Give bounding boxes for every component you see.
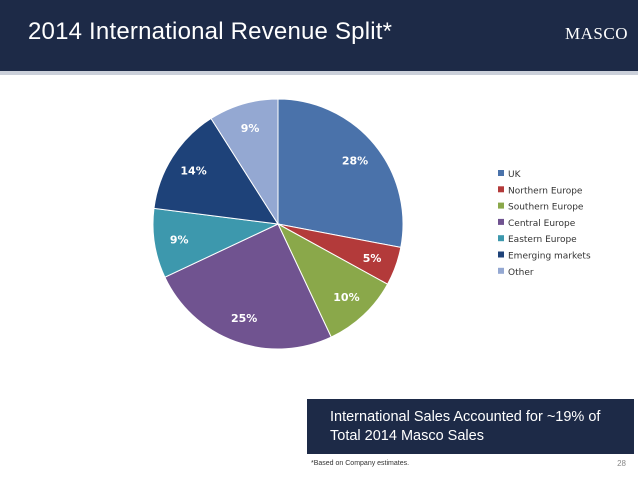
legend-label: Central Europe	[508, 219, 576, 229]
pie-slice	[210, 98, 279, 226]
legend-swatch	[498, 251, 504, 258]
page-title: 2014 International Revenue Split*	[28, 18, 393, 45]
header-divider	[0, 71, 638, 75]
pie-data-label: 14%	[180, 164, 206, 177]
callout-text: International Sales Accounted for ~19% o…	[330, 409, 601, 444]
pie-data-label: 9%	[241, 122, 260, 135]
legend-label: UK	[508, 170, 522, 180]
legend-swatch	[498, 186, 504, 193]
legend-label: Eastern Europe	[508, 235, 577, 245]
legend-label: Northern Europe	[508, 186, 583, 196]
summary-callout: International Sales Accounted for ~19% o…	[307, 399, 634, 454]
legend-label: Other	[508, 268, 534, 278]
pie-data-labels: 28% 5% 10% 25% 9% 14% 9%	[170, 122, 382, 325]
pie-data-label: 9%	[170, 234, 189, 247]
pie-data-label: 5%	[363, 252, 382, 265]
masco-logo: MASCO	[565, 24, 628, 43]
pie-data-label: 25%	[231, 312, 257, 325]
legend-swatch	[498, 218, 504, 225]
pie-data-label: 10%	[333, 291, 359, 304]
legend-label: Southern Europe	[508, 203, 584, 213]
legend-swatch	[498, 235, 504, 242]
chart-legend: UK Northern Europe Southern Europe Central …	[498, 170, 591, 278]
footnote: *Based on Company estimates.	[311, 460, 410, 467]
pie-data-label: 28%	[342, 154, 368, 167]
legend-swatch	[498, 170, 504, 176]
pie-slice	[153, 117, 279, 225]
pie-slice	[276, 222, 389, 338]
legend-swatch	[498, 202, 504, 209]
header-bar: 2014 International Revenue Split* MASCO	[0, 0, 638, 71]
legend-swatch	[498, 267, 504, 274]
page-number: 28	[617, 459, 626, 468]
pie-slices	[152, 98, 404, 350]
legend-label: Emerging markets	[508, 252, 591, 262]
pie-slice	[277, 98, 404, 249]
pie-slice	[164, 223, 332, 350]
